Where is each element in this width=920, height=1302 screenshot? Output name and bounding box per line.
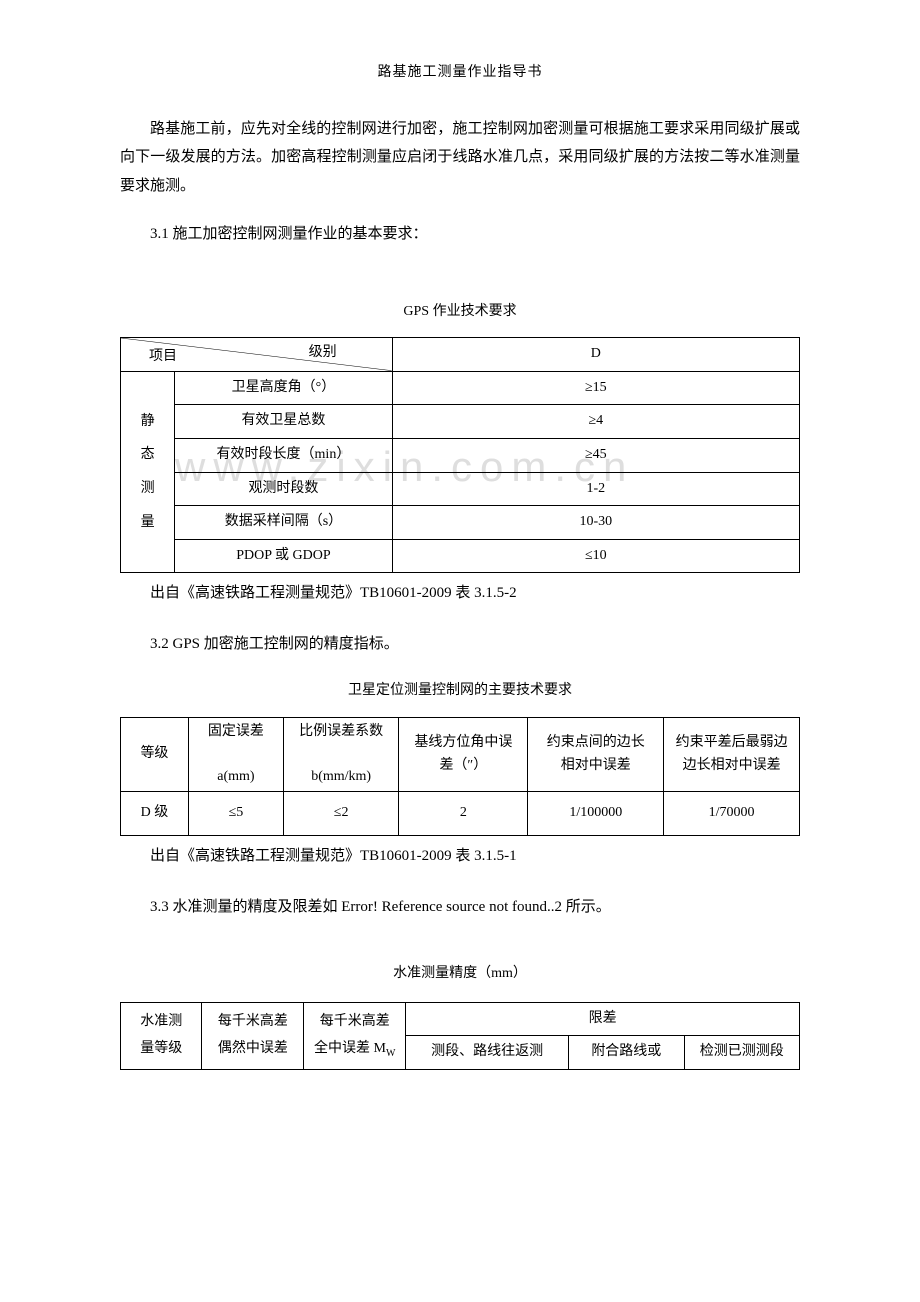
- document-body: 路基施工测量作业指导书 路基施工前，应先对全线的控制网进行加密，施工控制网加密测…: [120, 60, 800, 1070]
- table2-h-len: 约束点间的边长相对中误差: [528, 717, 664, 791]
- table1-value-4: 10-30: [392, 506, 799, 540]
- section-3-2-title: 3.2 GPS 加密施工控制网的精度指标。: [120, 630, 800, 659]
- satellite-control-table: 等级 固定误差 a(mm) 比例误差系数 b(mm/km) 基线方位角中误差（″…: [120, 717, 800, 836]
- diag-label-item: 项目: [149, 344, 177, 371]
- gps-requirements-table: 级别 项目 D 静态测量 卫星高度角（°） ≥15 有效卫星总数 ≥4 有效时段…: [120, 337, 800, 573]
- table2-h-ratio-unit: b(mm/km): [311, 769, 371, 784]
- table2-h-baseline: 基线方位角中误差（″）: [399, 717, 528, 791]
- table3-caption: 水准测量精度（mm）: [120, 961, 800, 988]
- table2-caption: 卫星定位测量控制网的主要技术要求: [120, 678, 800, 705]
- table1-value-2: ≥45: [392, 438, 799, 472]
- table2-h-ratio-label: 比例误差系数: [299, 724, 383, 739]
- table2-grade: D 级: [121, 792, 189, 836]
- page-header: 路基施工测量作业指导书: [120, 60, 800, 87]
- table3-h-close: 附合路线或: [569, 1036, 684, 1070]
- table3-h-full: 每千米高差全中误差 MW: [304, 1002, 406, 1069]
- table2-h-grade: 等级: [121, 717, 189, 791]
- leveling-accuracy-table: 水准测量等级 每千米高差偶然中误差 每千米高差全中误差 MW 限差 测段、路线往…: [120, 1002, 800, 1070]
- table1-param-5: PDOP 或 GDOP: [175, 539, 392, 573]
- subscript-w: W: [386, 1047, 395, 1058]
- table1-source: 出自《高速铁路工程测量规范》TB10601-2009 表 3.1.5-2: [120, 579, 800, 608]
- table1-value-0: ≥15: [392, 371, 799, 405]
- table3-h-check: 检测已测测段: [684, 1036, 799, 1070]
- table2-h-fixed-unit: a(mm): [217, 769, 254, 784]
- table2-h-fixed-label: 固定误差: [208, 724, 264, 739]
- table1-param-2: 有效时段长度（min）: [175, 438, 392, 472]
- intro-paragraph: 路基施工前，应先对全线的控制网进行加密，施工控制网加密测量可根据施工要求采用同级…: [120, 115, 800, 201]
- diag-label-level: 级别: [309, 340, 337, 367]
- section-3-1-title: 3.1 施工加密控制网测量作业的基本要求：: [120, 220, 800, 249]
- table2-source: 出自《高速铁路工程测量规范》TB10601-2009 表 3.1.5-1: [120, 842, 800, 871]
- table2-h-ratio: 比例误差系数 b(mm/km): [283, 717, 398, 791]
- table2-h-weak: 约束平差后最弱边边长相对中误差: [664, 717, 800, 791]
- table2-h-fixed: 固定误差 a(mm): [188, 717, 283, 791]
- table2-weak: 1/70000: [664, 792, 800, 836]
- table1-param-1: 有效卫星总数: [175, 405, 392, 439]
- table1-param-0: 卫星高度角（°）: [175, 371, 392, 405]
- table3-h-acc: 每千米高差偶然中误差: [202, 1002, 304, 1069]
- table3-h-seg: 测段、路线往返测: [406, 1036, 569, 1070]
- table2-baseline: 2: [399, 792, 528, 836]
- table1-col-d: D: [392, 338, 799, 372]
- table1-value-1: ≥4: [392, 405, 799, 439]
- diagonal-header-cell: 级别 项目: [121, 338, 393, 372]
- table3-h-limit: 限差: [406, 1002, 800, 1036]
- table2-len: 1/100000: [528, 792, 664, 836]
- table1-param-4: 数据采样间隔（s）: [175, 506, 392, 540]
- table2-fixed: ≤5: [188, 792, 283, 836]
- table1-rowspan-label: 静态测量: [121, 371, 175, 573]
- section-3-3-title: 3.3 水准测量的精度及限差如 Error! Reference source …: [120, 893, 800, 922]
- table1-value-5: ≤10: [392, 539, 799, 573]
- table1-value-3: 1-2: [392, 472, 799, 506]
- table2-ratio: ≤2: [283, 792, 398, 836]
- table1-caption: GPS 作业技术要求: [120, 299, 800, 326]
- table3-h-level: 水准测量等级: [121, 1002, 202, 1069]
- table1-param-3: 观测时段数: [175, 472, 392, 506]
